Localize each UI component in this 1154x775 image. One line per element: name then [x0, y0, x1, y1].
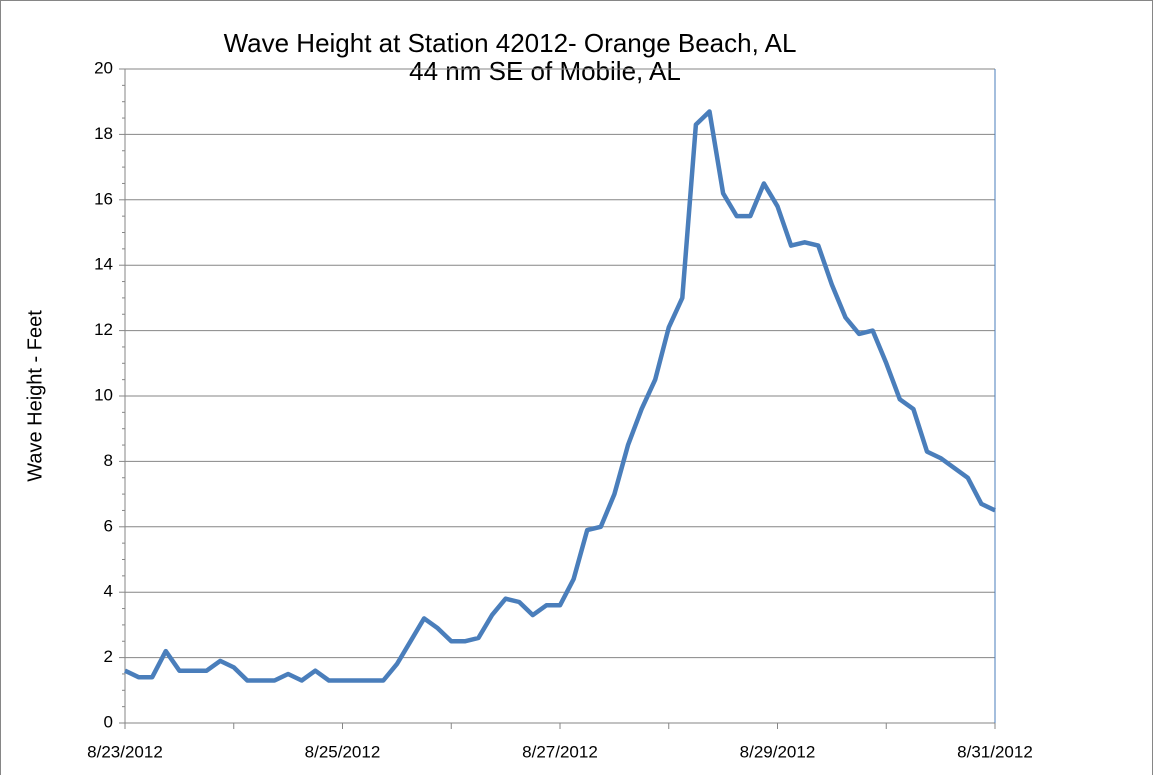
y-tick-label: 6 [104, 516, 113, 535]
x-tick-label: 8/27/2012 [522, 742, 598, 761]
x-tick-label: 8/23/2012 [87, 742, 163, 761]
y-tick-label: 2 [104, 647, 113, 666]
x-tick-label: 8/29/2012 [740, 742, 816, 761]
y-tick-label: 0 [104, 712, 113, 731]
y-tick-label: 10 [94, 385, 113, 404]
y-tick-label: 20 [94, 58, 113, 77]
y-tick-label: 18 [94, 124, 113, 143]
data-line [124, 109, 996, 683]
chart-subtitle: 44 nm SE of Mobile, AL [409, 56, 681, 86]
y-tick-label: 8 [104, 451, 113, 470]
y-tick-label: 16 [94, 189, 113, 208]
chart-title: Wave Height at Station 42012- Orange Bea… [224, 28, 797, 58]
x-tick-label: 8/31/2012 [957, 742, 1033, 761]
y-tick-label: 14 [94, 255, 113, 274]
y-tick-label: 4 [104, 582, 113, 601]
y-tick-label: 12 [94, 320, 113, 339]
x-tick-label: 8/25/2012 [305, 742, 381, 761]
y-axis-label: Wave Height - Feet [24, 310, 46, 482]
